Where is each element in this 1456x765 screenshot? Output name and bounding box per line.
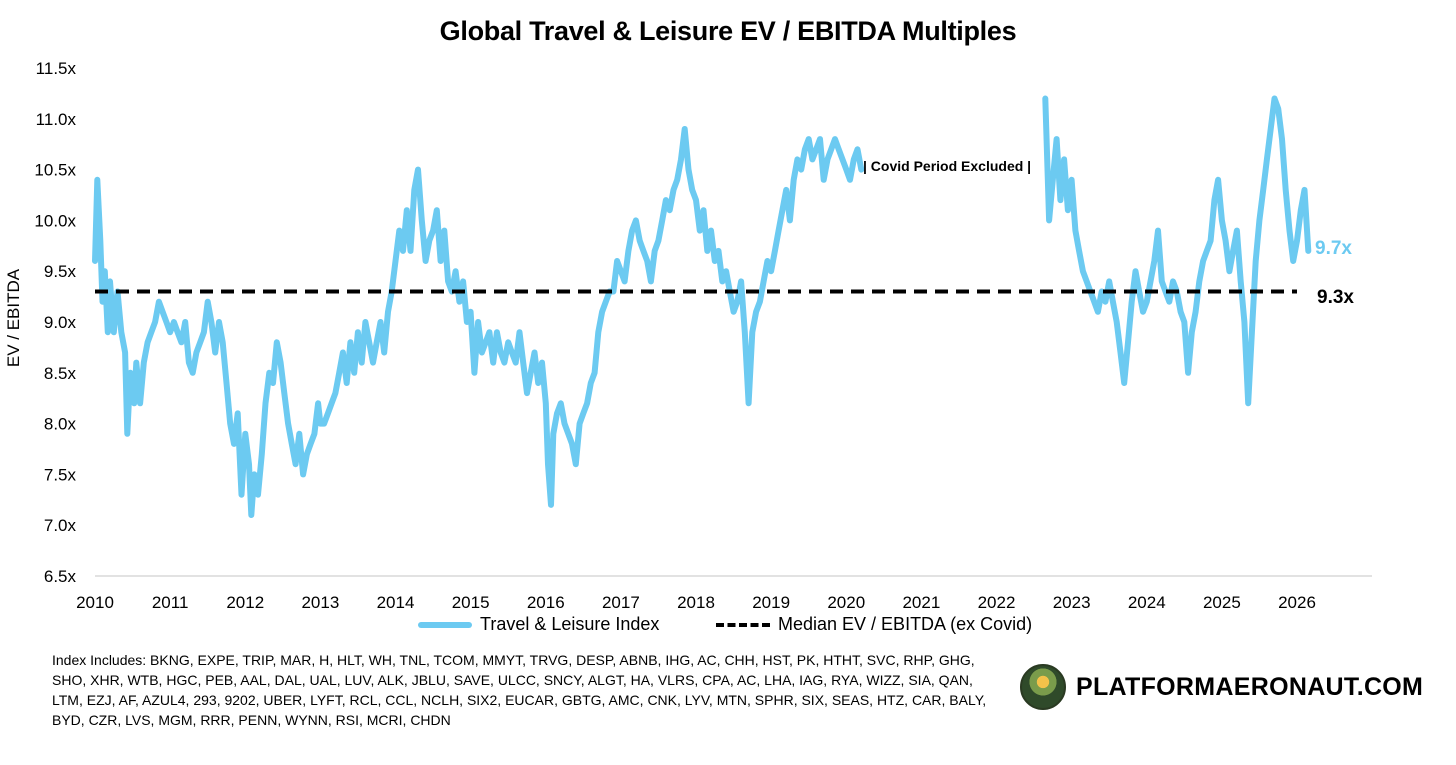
y-tick-label: 9.0x xyxy=(44,313,77,332)
covid-annotation: | Covid Period Excluded | xyxy=(863,158,1031,174)
y-tick-label: 11.5x xyxy=(36,59,77,78)
legend-label-travel-leisure: Travel & Leisure Index xyxy=(480,614,660,634)
index-constituents-note: Index Includes: BKNG, EXPE, TRIP, MAR, H… xyxy=(52,652,987,728)
travel-leisure-index-line-segment-2 xyxy=(1042,95,1312,407)
y-tick-label: 9.5x xyxy=(44,262,77,281)
x-tick-label: 2023 xyxy=(1053,593,1091,612)
brand-name: PLATFORMAERONAUT.COM xyxy=(1076,672,1424,701)
x-tick-label: 2026 xyxy=(1278,593,1316,612)
series-layer xyxy=(92,95,1312,518)
x-tick-label: 2019 xyxy=(752,593,790,612)
x-tick-label: 2014 xyxy=(377,593,415,612)
legend-label-median: Median EV / EBITDA (ex Covid) xyxy=(778,614,1033,634)
chart-title: Global Travel & Leisure EV / EBITDA Mult… xyxy=(439,16,1017,46)
x-tick-label: 2017 xyxy=(602,593,640,612)
x-tick-label: 2018 xyxy=(677,593,715,612)
travel-leisure-index-line-segment-1 xyxy=(92,126,865,518)
y-axis-label: EV / EBITDA xyxy=(4,268,23,368)
y-tick-label: 11.0x xyxy=(36,110,77,129)
y-tick-label: 10.0x xyxy=(34,211,76,230)
line-chart: 6.5x 7.0x 7.5x 8.0x 8.5x 9.0x 9.5x 10.0x 10.5x 11… xyxy=(34,59,1372,612)
legend: Travel & Leisure Index Median EV / EBITD… xyxy=(0,614,1456,640)
x-tick-label: 2025 xyxy=(1203,593,1241,612)
x-tick-label: 2020 xyxy=(827,593,865,612)
brand[interactable]: PLATFORMAERONAUT.COM xyxy=(1020,664,1423,710)
x-tick-label: 2011 xyxy=(152,593,189,612)
x-tick-label: 2012 xyxy=(226,593,264,612)
x-tick-label: 2015 xyxy=(452,593,490,612)
y-tick-label: 7.5x xyxy=(44,465,77,484)
legend-item-median: Median EV / EBITDA (ex Covid) xyxy=(716,614,1032,635)
x-tick-label: 2013 xyxy=(301,593,339,612)
y-tick-label: 7.0x xyxy=(44,516,77,535)
y-tick-label: 6.5x xyxy=(44,567,77,586)
x-tick-label: 2016 xyxy=(527,593,565,612)
y-tick-label: 8.0x xyxy=(44,415,77,434)
legend-item-travel-leisure: Travel & Leisure Index xyxy=(418,614,659,635)
x-axis-ticks: 2010 2011 2012 2013 2014 2015 2016 2017 2018 2019… xyxy=(76,593,1316,612)
legend-swatch-dashed xyxy=(716,622,770,627)
platform-aeronaut-logo-icon xyxy=(1020,664,1066,710)
y-axis-ticks: 6.5x 7.0x 7.5x 8.0x 8.5x 9.0x 9.5x 10.0x 10.5x 11… xyxy=(34,59,76,586)
x-tick-label: 2024 xyxy=(1128,593,1166,612)
y-tick-label: 10.5x xyxy=(34,161,76,180)
x-tick-label: 2021 xyxy=(902,593,940,612)
legend-swatch-solid xyxy=(418,621,472,628)
current-value-label: 9.7x xyxy=(1315,238,1352,259)
x-tick-label: 2022 xyxy=(978,593,1016,612)
median-value-label: 9.3x xyxy=(1317,287,1354,308)
y-tick-label: 8.5x xyxy=(44,364,77,383)
x-tick-label: 2010 xyxy=(76,593,114,612)
